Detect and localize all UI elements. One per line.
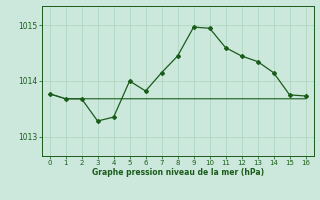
X-axis label: Graphe pression niveau de la mer (hPa): Graphe pression niveau de la mer (hPa) — [92, 168, 264, 177]
